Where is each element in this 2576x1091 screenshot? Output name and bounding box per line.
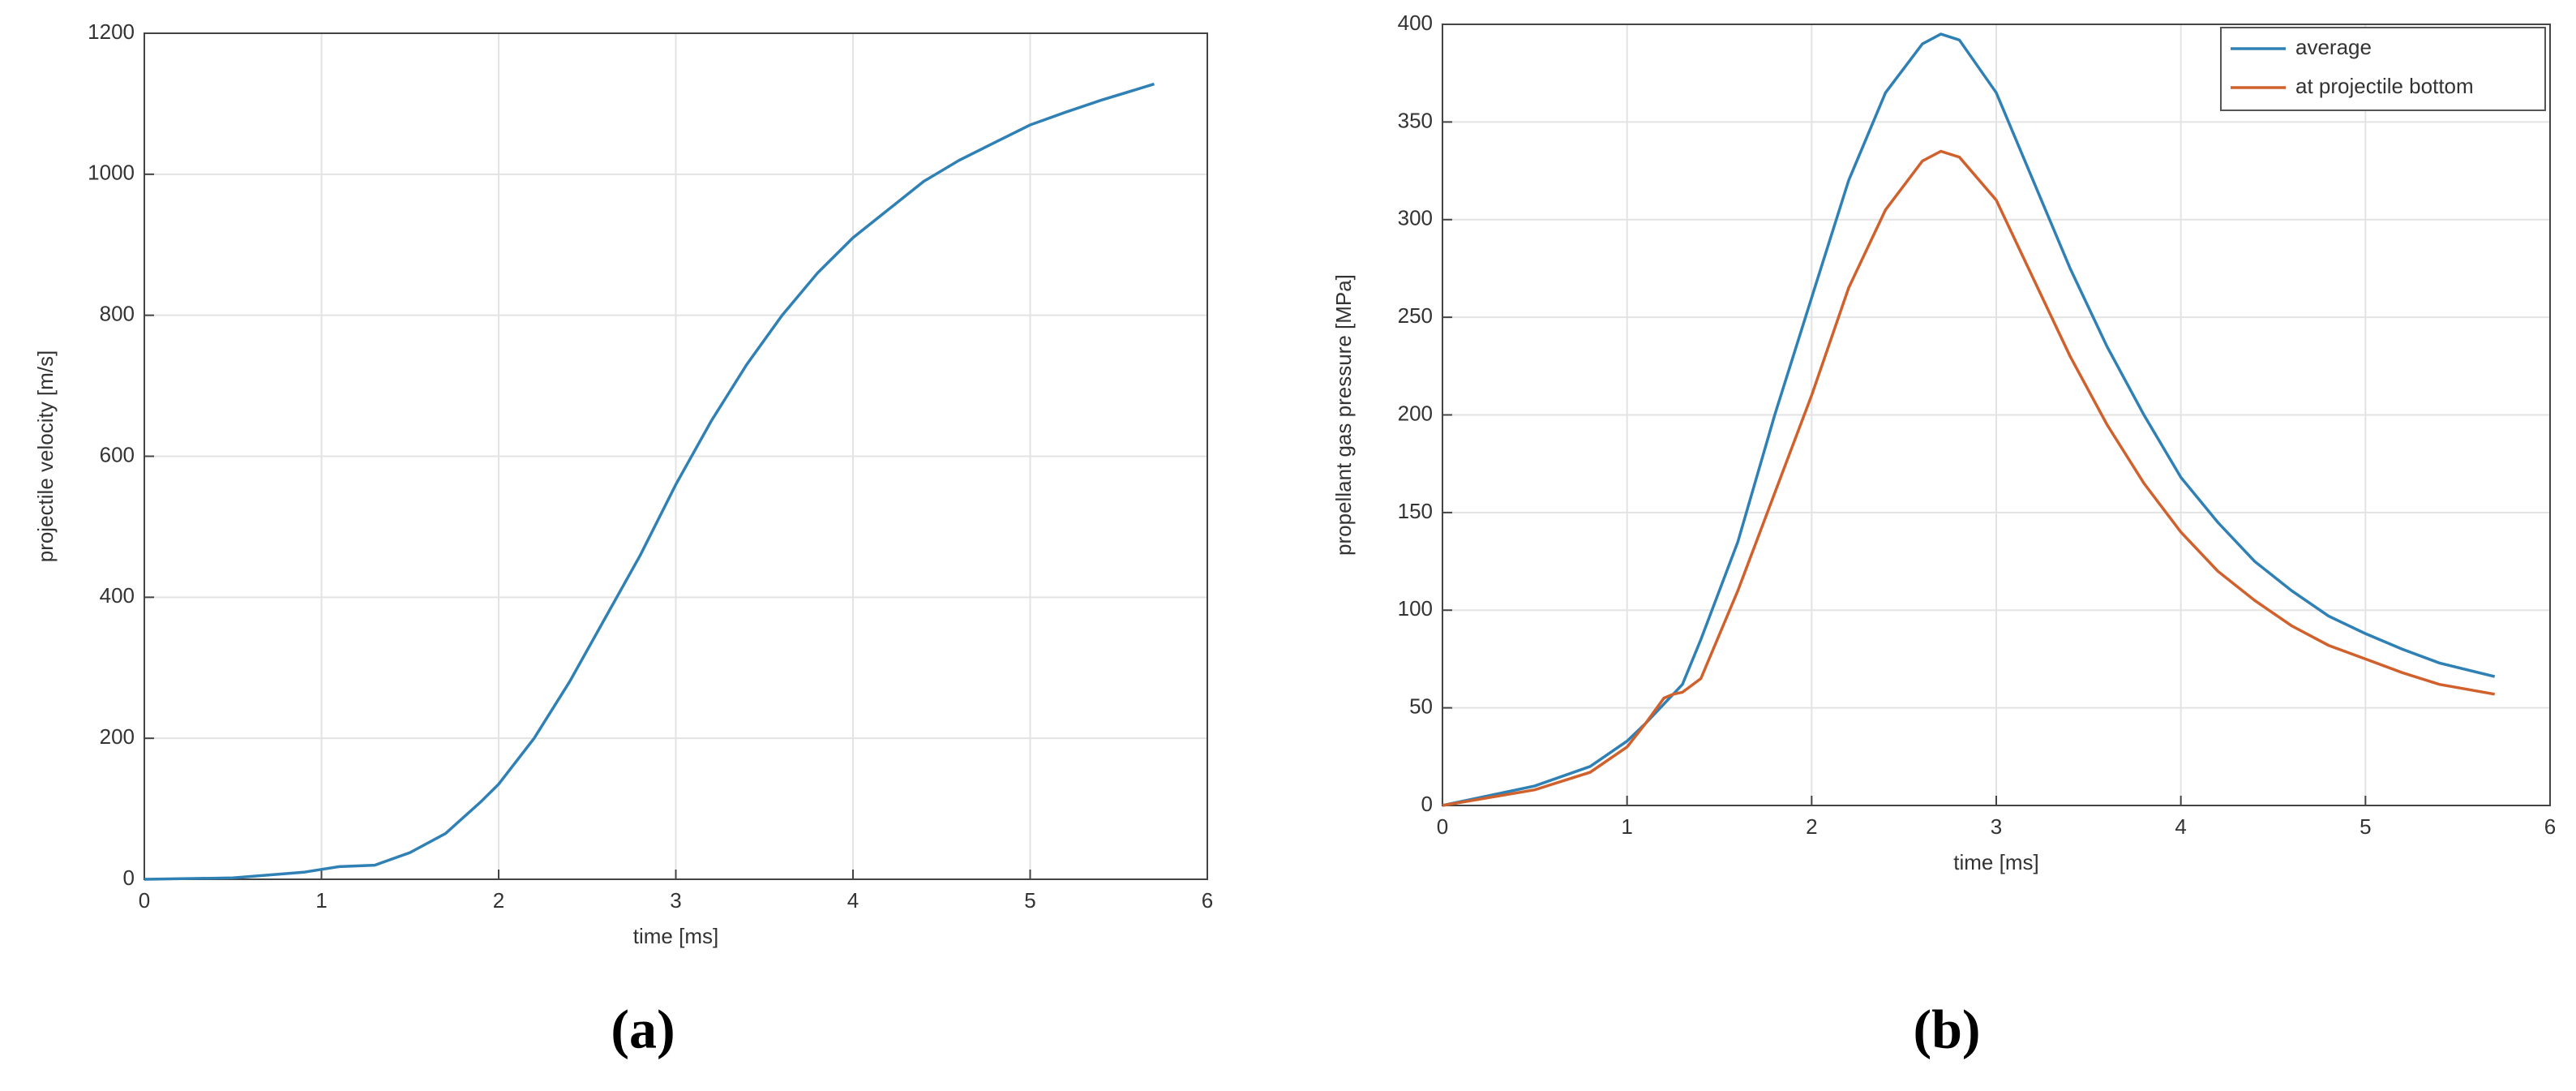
y-tick-label: 400 xyxy=(100,583,135,608)
legend-box xyxy=(2220,27,2546,111)
x-axis-label: time [ms] xyxy=(633,924,718,948)
y-tick-label: 250 xyxy=(1398,303,1433,328)
data-line xyxy=(1442,149,2496,807)
y-tick-label: 400 xyxy=(1398,11,1433,35)
y-tick-label: 800 xyxy=(100,302,135,326)
x-tick-label: 4 xyxy=(847,888,859,913)
panel-label: (b) xyxy=(1913,999,1980,1060)
y-axis-label: propellant gas pressure [MPa] xyxy=(1331,274,1356,556)
x-tick-label: 4 xyxy=(2175,814,2186,839)
y-tick-label: 1000 xyxy=(88,161,135,185)
x-tick-label: 6 xyxy=(1202,888,1213,913)
y-tick-label: 0 xyxy=(1421,792,1433,816)
x-tick-label: 3 xyxy=(670,888,681,913)
x-tick-label: 5 xyxy=(2360,814,2371,839)
y-tick-label: 50 xyxy=(1409,694,1433,719)
x-tick-label: 3 xyxy=(1991,814,2002,839)
y-axis-label: projectile velocity [m/s] xyxy=(33,350,58,563)
panel-label: (a) xyxy=(611,999,675,1060)
subplot: 0 1 2 3 4 5 6 0 50 100 150 200 250 300 350 400 time [ms]… xyxy=(1331,11,2556,1060)
x-tick-label: 2 xyxy=(493,888,504,913)
legend-label: at projectile bottom xyxy=(2295,74,2474,98)
y-tick-label: 100 xyxy=(1398,596,1433,621)
y-tick-label: 0 xyxy=(123,865,135,890)
legend-label: average xyxy=(2295,35,2372,59)
axes-box xyxy=(1442,24,2551,806)
data-line xyxy=(1442,32,2496,807)
x-axis-label: time [ms] xyxy=(1953,850,2038,874)
data-line xyxy=(144,82,1155,881)
x-tick-label: 5 xyxy=(1024,888,1035,913)
x-tick-label: 2 xyxy=(1806,814,1817,839)
subplot: 0 1 2 3 4 5 6 0 200 400 600 800 1000 1200 time [ms] pro… xyxy=(33,19,1213,1060)
y-tick-label: 200 xyxy=(100,724,135,749)
axes-box xyxy=(144,32,1208,880)
y-tick-label: 600 xyxy=(100,442,135,466)
y-tick-label: 150 xyxy=(1398,499,1433,523)
x-tick-label: 0 xyxy=(1437,814,1448,839)
y-tick-label: 300 xyxy=(1398,206,1433,230)
y-tick-label: 200 xyxy=(1398,401,1433,425)
x-tick-label: 0 xyxy=(139,888,150,913)
x-tick-label: 1 xyxy=(1621,814,1632,839)
y-tick-label: 1200 xyxy=(88,19,135,44)
x-tick-label: 6 xyxy=(2544,814,2556,839)
x-tick-label: 1 xyxy=(315,888,327,913)
y-tick-label: 350 xyxy=(1398,108,1433,132)
